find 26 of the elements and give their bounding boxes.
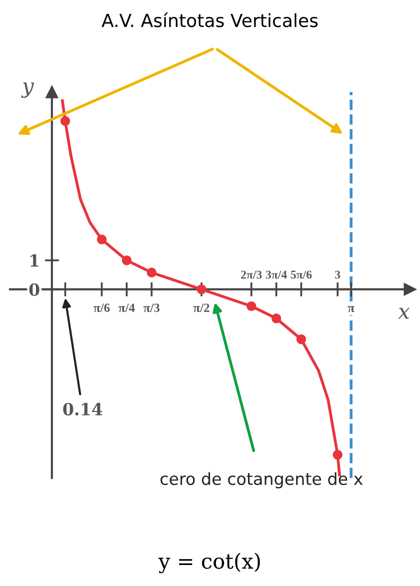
text: y = cot(x) xyxy=(158,552,260,574)
x2-tick-label: 5π/6 xyxy=(290,270,312,279)
point xyxy=(122,255,132,266)
x-tick-label: π xyxy=(348,306,354,312)
point xyxy=(271,314,282,324)
y-tick-label: 1 xyxy=(30,254,38,267)
x-tick-label: π/6 xyxy=(94,304,110,312)
x-tick-label: π/2 xyxy=(193,304,210,312)
point xyxy=(60,116,70,126)
point xyxy=(246,301,256,312)
y-axis-title: y xyxy=(21,82,34,98)
point xyxy=(296,334,306,344)
x2-tick-label: 2π/3 xyxy=(241,270,262,279)
x-tick-label: π/4 xyxy=(118,304,135,312)
annotation: cero de cotangente de x xyxy=(160,472,363,488)
x-axis-title: x xyxy=(398,308,410,319)
point xyxy=(146,268,156,278)
point xyxy=(196,284,206,294)
y-tick-label: 0 xyxy=(29,283,40,296)
point xyxy=(96,234,107,244)
x-tick-label: π/3 xyxy=(144,304,160,312)
x2-tick-label: 3 xyxy=(335,270,340,279)
chart-title: A.V. Asíntotas Verticales xyxy=(102,12,318,28)
x2-tick-label: 3π/4 xyxy=(266,270,287,279)
annotation: 0.14 xyxy=(63,402,102,416)
point xyxy=(332,450,342,460)
